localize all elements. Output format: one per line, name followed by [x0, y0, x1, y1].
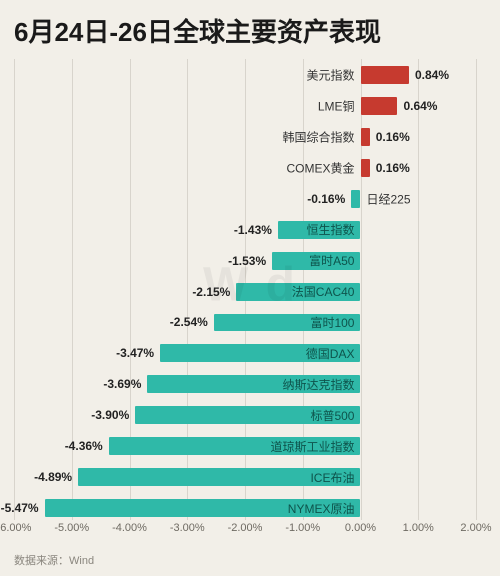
category-label: 纳斯达克指数: [276, 376, 360, 393]
bar-row: -4.89% ICE布油: [14, 465, 476, 489]
category-label: 日经225: [367, 190, 411, 207]
category-label: COMEX黄金: [286, 159, 354, 176]
bar-row: -2.15% 法国CAC40: [14, 280, 476, 304]
data-source: 数据来源：Wind: [14, 552, 486, 568]
bar-row: -3.47% 德国DAX: [14, 341, 476, 365]
value-label: 0.84%: [415, 68, 449, 82]
bar-row: -5.47%NYMEX原油: [14, 496, 476, 520]
bar: [361, 128, 370, 146]
category-label: NYMEX原油: [282, 500, 361, 517]
bar: ICE布油: [78, 468, 360, 486]
value-label: 0.16%: [376, 130, 410, 144]
bar-row: -3.69% 纳斯达克指数: [14, 372, 476, 396]
category-label: 美元指数: [306, 66, 354, 83]
x-axis-tick: 1.00%: [403, 522, 434, 534]
bar-row: 0.16% 韩国综合指数: [14, 125, 476, 149]
bar: 法国CAC40: [236, 283, 360, 301]
x-axis-tick: -5.00%: [54, 522, 89, 534]
value-label: -1.43%: [234, 223, 272, 237]
value-label: 0.16%: [376, 161, 410, 175]
bar-row: -2.54% 富时100: [14, 311, 476, 335]
value-label: -2.54%: [170, 315, 208, 329]
x-axis: -6.00%-5.00%-4.00%-3.00%-2.00%-1.00%0.00…: [14, 520, 476, 550]
bar: [361, 97, 398, 115]
x-axis-tick: -3.00%: [170, 522, 205, 534]
bar: 富时A50: [272, 252, 360, 270]
category-label: LME铜: [318, 97, 355, 114]
value-label: -4.36%: [65, 439, 103, 453]
bar: 标普500: [135, 406, 360, 424]
asset-performance-chart: 0.84% 美元指数 0.64% LME铜 0.16% 韩国综合指数 0.16% COMEX黄…: [14, 59, 486, 550]
category-label: 富时A50: [303, 252, 360, 269]
bar-row: 0.16% COMEX黄金: [14, 156, 476, 180]
category-label: 法国CAC40: [286, 283, 361, 300]
x-axis-tick: -2.00%: [228, 522, 263, 534]
value-label: -2.15%: [192, 285, 230, 299]
value-label: -3.47%: [116, 346, 154, 360]
category-label: 韩国综合指数: [282, 128, 354, 145]
bar: [351, 190, 360, 208]
category-label: 道琼斯工业指数: [264, 438, 360, 455]
bar: 德国DAX: [160, 344, 360, 362]
bar: [361, 66, 410, 84]
chart-page: 6月24日-26日全球主要资产表现 0.84% 美元指数 0.64% LME铜 0.16…: [0, 0, 500, 576]
bar-row: -1.53% 富时A50: [14, 249, 476, 273]
bar-row: -4.36% 道琼斯工业指数: [14, 434, 476, 458]
bar-row: -1.43% 恒生指数: [14, 218, 476, 242]
bar: [361, 159, 370, 177]
x-axis-tick: -6.00%: [0, 522, 31, 534]
bar: NYMEX原油: [45, 499, 361, 517]
category-label: 富时100: [304, 314, 360, 331]
bar-row: 0.84% 美元指数: [14, 63, 476, 87]
value-label: -4.89%: [34, 470, 72, 484]
bar-row: -0.16% 日经225: [14, 187, 476, 211]
value-label: 0.64%: [403, 99, 437, 113]
category-label: 德国DAX: [300, 345, 361, 362]
bar: 富时100: [214, 314, 361, 332]
gridline: [476, 59, 477, 520]
x-axis-tick: -1.00%: [285, 522, 320, 534]
bar-row: -3.90% 标普500: [14, 403, 476, 427]
value-label: -1.53%: [228, 254, 266, 268]
page-title: 6月24日-26日全球主要资产表现: [14, 12, 486, 49]
x-axis-tick: 0.00%: [345, 522, 376, 534]
bar: 恒生指数: [278, 221, 361, 239]
value-label: -0.16%: [307, 192, 345, 206]
category-label: ICE布油: [304, 469, 360, 486]
value-label: -3.69%: [103, 377, 141, 391]
x-axis-tick: -4.00%: [112, 522, 147, 534]
bar: 道琼斯工业指数: [109, 437, 361, 455]
bar-row: 0.64% LME铜: [14, 94, 476, 118]
category-label: 恒生指数: [300, 221, 360, 238]
value-label: -3.90%: [91, 408, 129, 422]
x-axis-tick: 2.00%: [460, 522, 491, 534]
category-label: 标普500: [304, 407, 360, 424]
bar-rows: 0.84% 美元指数 0.64% LME铜 0.16% 韩国综合指数 0.16% COMEX黄…: [14, 63, 476, 520]
bar: 纳斯达克指数: [147, 375, 360, 393]
value-label: -5.47%: [1, 501, 39, 515]
